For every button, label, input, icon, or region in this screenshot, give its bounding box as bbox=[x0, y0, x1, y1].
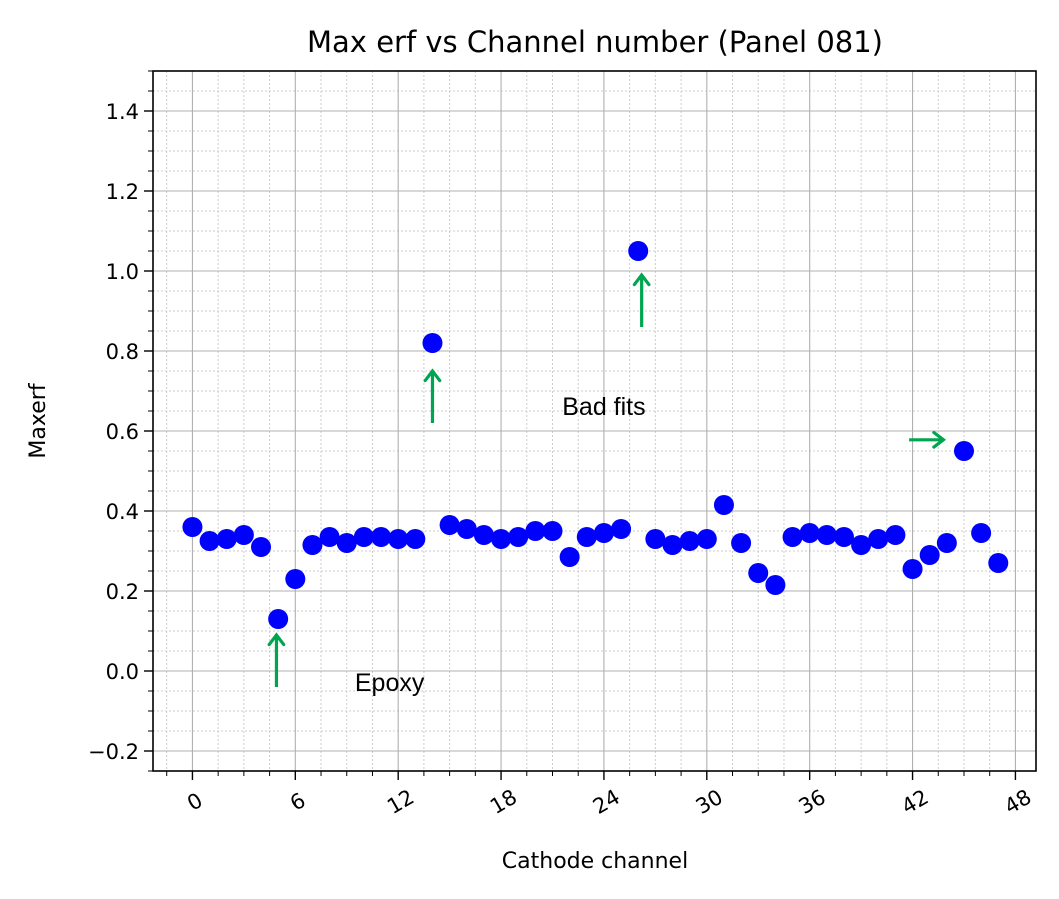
data-point bbox=[679, 531, 700, 551]
arrow-head bbox=[632, 272, 651, 287]
data-point bbox=[851, 535, 872, 555]
axis-ticks: 0 6 12 18 24 30 36 42 48 −0.2 0.0 0.2 0.4 0.6 0.8 1.0 1.… bbox=[88, 70, 1036, 819]
annotation-arrow bbox=[267, 632, 286, 687]
data-point bbox=[216, 529, 237, 549]
x-tick-label: 48 bbox=[1000, 785, 1035, 819]
data-point bbox=[988, 553, 1009, 573]
data-point bbox=[559, 547, 580, 567]
data-point bbox=[182, 517, 203, 537]
x-axis-label: Cathode channel bbox=[502, 849, 688, 874]
data-point bbox=[919, 545, 940, 565]
plot-frame bbox=[152, 70, 1037, 772]
annotation-label: Bad fits bbox=[562, 393, 645, 421]
x-tick-label: 12 bbox=[383, 785, 418, 819]
data-point bbox=[816, 525, 837, 545]
data-point bbox=[319, 527, 340, 547]
data-point bbox=[833, 527, 854, 547]
data-point bbox=[713, 495, 734, 515]
arrow-head bbox=[932, 430, 947, 449]
y-tick-label: 0.8 bbox=[106, 340, 139, 364]
data-point bbox=[268, 609, 289, 629]
data-point bbox=[799, 523, 820, 543]
data-point bbox=[731, 533, 752, 553]
x-tick-label: 36 bbox=[795, 785, 830, 819]
data-point bbox=[199, 531, 220, 551]
data-point bbox=[936, 533, 957, 553]
data-point bbox=[885, 525, 906, 545]
data-point bbox=[593, 523, 614, 543]
data-point bbox=[576, 527, 597, 547]
data-point bbox=[696, 529, 717, 549]
data-point bbox=[456, 519, 477, 539]
data-point bbox=[765, 575, 786, 595]
y-tick-label: 0.4 bbox=[106, 500, 139, 524]
annotation-arrow bbox=[423, 368, 442, 423]
y-tick-label: −0.2 bbox=[88, 740, 139, 764]
data-point bbox=[491, 529, 512, 549]
y-tick-label: 1.0 bbox=[106, 260, 139, 284]
data-point bbox=[953, 441, 974, 461]
data-points bbox=[182, 241, 1009, 629]
data-point bbox=[302, 535, 323, 555]
data-point bbox=[336, 533, 357, 553]
major-grid bbox=[153, 71, 1036, 771]
y-tick-label: 1.2 bbox=[106, 180, 139, 204]
x-tick-label: 18 bbox=[486, 785, 521, 819]
data-point bbox=[422, 333, 443, 353]
y-tick-label: 0.0 bbox=[106, 660, 139, 684]
data-point bbox=[645, 529, 666, 549]
x-tick-label: 30 bbox=[692, 785, 727, 819]
arrow-head bbox=[423, 368, 442, 383]
data-point bbox=[285, 569, 306, 589]
data-point bbox=[662, 535, 683, 555]
data-point bbox=[971, 523, 992, 543]
data-point bbox=[782, 527, 803, 547]
data-point bbox=[405, 529, 426, 549]
minor-grid bbox=[153, 70, 1036, 772]
data-point bbox=[611, 519, 632, 539]
data-point bbox=[868, 529, 889, 549]
data-point bbox=[371, 527, 392, 547]
data-point bbox=[508, 527, 529, 547]
y-tick-label: 0.6 bbox=[106, 420, 139, 444]
data-point bbox=[388, 529, 409, 549]
data-point bbox=[473, 525, 494, 545]
annotation-label: Epoxy bbox=[355, 669, 425, 697]
annotation-arrow bbox=[632, 272, 651, 327]
annotations: Epoxy Bad fits bbox=[267, 272, 947, 697]
annotation-arrow bbox=[909, 430, 947, 449]
x-tick-label: 24 bbox=[589, 785, 624, 819]
arrow-head bbox=[267, 632, 286, 647]
data-point bbox=[353, 527, 374, 547]
chart-title: Max erf vs Channel number (Panel 081) bbox=[307, 25, 883, 59]
data-point bbox=[439, 515, 460, 535]
data-point bbox=[542, 521, 563, 541]
x-tick-label: 0 bbox=[183, 788, 207, 815]
data-point bbox=[628, 241, 649, 261]
data-point bbox=[525, 521, 546, 541]
data-point bbox=[233, 525, 254, 545]
data-point bbox=[748, 563, 769, 583]
y-tick-label: 0.2 bbox=[106, 580, 139, 604]
x-tick-label: 42 bbox=[897, 785, 932, 819]
y-tick-label: 1.4 bbox=[106, 100, 139, 124]
data-point bbox=[251, 537, 272, 557]
y-axis-label: Maxerf bbox=[26, 382, 51, 458]
x-tick-label: 6 bbox=[286, 788, 310, 815]
data-point bbox=[902, 559, 923, 579]
